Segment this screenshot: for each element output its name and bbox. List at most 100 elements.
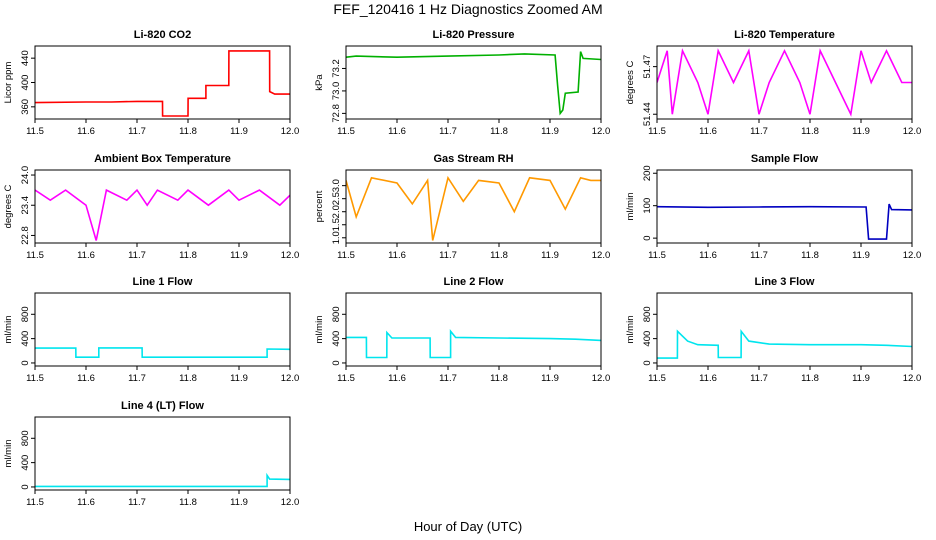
y-tick-label: 800 xyxy=(642,306,653,322)
panel-1: Li-820 CO2 11.5 11.6 11.7 11.8 11.9 12.0 360 400… xyxy=(3,29,299,137)
panel-6: Sample Flow 11.5 11.6 11.7 11.8 11.9 12.0 0 100 2… xyxy=(625,153,921,261)
x-tick-label: 11.9 xyxy=(230,126,248,137)
x-tick-label: 11.8 xyxy=(179,126,197,137)
figure-xlabel: Hour of Day (UTC) xyxy=(414,519,522,534)
y-tick-label: 400 xyxy=(20,455,31,471)
y-tick-label: 22.8 xyxy=(20,226,31,245)
series-line xyxy=(657,48,912,117)
y-tick-label: 3.0 xyxy=(331,179,342,192)
x-tick-label: 11.7 xyxy=(750,126,768,137)
plot-frame xyxy=(656,292,913,367)
x-tick-label: 11.5 xyxy=(26,126,44,137)
plot-frame xyxy=(345,169,602,244)
y-tick-label: 0 xyxy=(20,484,31,489)
y-tick-label: 0 xyxy=(642,235,653,240)
x-tick-label: 11.9 xyxy=(852,373,870,384)
y-axis-label: kPa xyxy=(314,74,325,91)
y-tick-label: 800 xyxy=(331,306,342,322)
y-tick-label: 800 xyxy=(20,306,31,322)
x-tick-label: 11.9 xyxy=(852,250,870,261)
x-tick-label: 11.6 xyxy=(388,250,406,261)
panel-5: Gas Stream RH 11.5 11.6 11.7 11.8 11.9 12.0 1.0… xyxy=(314,153,610,261)
y-tick-label: 51.47 xyxy=(642,55,653,79)
plot-frame xyxy=(656,169,913,244)
y-axis-label: degrees C xyxy=(3,184,14,228)
y-tick-label: 400 xyxy=(20,331,31,347)
x-tick-label: 11.5 xyxy=(337,250,355,261)
y-axis-label: ml/min xyxy=(3,316,14,344)
x-tick-label: 11.5 xyxy=(26,373,44,384)
x-tick-label: 11.8 xyxy=(490,250,508,261)
x-tick-label: 11.9 xyxy=(541,373,559,384)
y-tick-label: 800 xyxy=(20,430,31,446)
x-tick-label: 12.0 xyxy=(903,373,922,384)
x-tick-label: 11.6 xyxy=(77,497,95,508)
x-tick-label: 11.9 xyxy=(852,126,870,137)
y-tick-label: 1.5 xyxy=(331,218,342,231)
x-tick-label: 11.5 xyxy=(648,373,666,384)
plot-frame xyxy=(34,292,291,367)
x-tick-label: 11.6 xyxy=(388,373,406,384)
x-tick-label: 11.5 xyxy=(337,373,355,384)
panel-10: Line 4 (LT) Flow 11.5 11.6 11.7 11.8 11.9 12.0… xyxy=(3,400,299,508)
x-tick-label: 11.5 xyxy=(26,250,44,261)
y-axis-label: Licor ppm xyxy=(3,62,14,104)
x-tick-label: 12.0 xyxy=(281,497,300,508)
x-tick-label: 11.7 xyxy=(750,373,768,384)
y-tick-label: 200 xyxy=(642,165,653,181)
panel-4: Ambient Box Temperature 11.5 11.6 11.7 11.8 1… xyxy=(3,153,299,261)
y-tick-label: 51.44 xyxy=(642,102,653,126)
plot-frame xyxy=(34,169,291,244)
panel-2: Li-820 Pressure 11.5 11.6 11.7 11.8 11.9 12.0 7… xyxy=(314,29,610,137)
x-tick-label: 11.9 xyxy=(541,126,559,137)
y-tick-label: 23.4 xyxy=(20,196,31,215)
y-tick-label: 2.0 xyxy=(331,205,342,218)
y-tick-label: 0 xyxy=(331,360,342,365)
x-tick-label: 11.9 xyxy=(541,250,559,261)
x-tick-label: 12.0 xyxy=(592,126,611,137)
plot-frame xyxy=(34,416,291,491)
y-tick-label: 0 xyxy=(642,360,653,365)
panel-title: Ambient Box Temperature xyxy=(94,153,231,165)
x-tick-label: 11.7 xyxy=(439,250,457,261)
x-tick-label: 11.6 xyxy=(77,373,95,384)
panel-8: Line 2 Flow 11.5 11.6 11.7 11.8 11.9 12.0 0 400 8… xyxy=(314,276,610,384)
panel-title: Line 1 Flow xyxy=(133,276,193,288)
plot-frame xyxy=(345,45,602,120)
x-tick-label: 11.8 xyxy=(179,250,197,261)
y-axis-label: ml/min xyxy=(314,316,325,344)
x-tick-label: 11.6 xyxy=(699,250,717,261)
y-tick-label: 73.0 xyxy=(331,82,342,101)
x-tick-label: 12.0 xyxy=(281,250,300,261)
x-tick-label: 12.0 xyxy=(903,250,922,261)
series-line xyxy=(35,347,290,359)
x-tick-label: 12.0 xyxy=(592,373,611,384)
x-tick-label: 11.7 xyxy=(439,373,457,384)
x-tick-label: 11.6 xyxy=(388,126,406,137)
panel-9: Line 3 Flow 11.5 11.6 11.7 11.8 11.9 12.0 0 400 8… xyxy=(625,276,921,384)
x-tick-label: 11.8 xyxy=(801,250,819,261)
y-tick-label: 72.8 xyxy=(331,104,342,123)
x-tick-label: 11.6 xyxy=(77,126,95,137)
x-tick-label: 11.7 xyxy=(128,373,146,384)
x-tick-label: 11.6 xyxy=(699,126,717,137)
series-line xyxy=(346,175,601,241)
y-tick-label: 2.5 xyxy=(331,192,342,205)
panels: Li-820 CO2 11.5 11.6 11.7 11.8 11.9 12.0 360 400… xyxy=(3,29,921,508)
plot-frame xyxy=(656,45,913,120)
series-line xyxy=(657,328,912,359)
x-tick-label: 11.5 xyxy=(337,126,355,137)
x-tick-label: 11.7 xyxy=(128,497,146,508)
y-tick-label: 24.0 xyxy=(20,166,31,185)
y-tick-label: 400 xyxy=(642,331,653,347)
x-tick-label: 11.9 xyxy=(230,497,248,508)
x-tick-label: 11.8 xyxy=(490,373,508,384)
x-tick-label: 11.7 xyxy=(128,250,146,261)
panel-3: Li-820 Temperature 11.5 11.6 11.7 11.8 11.9 12… xyxy=(625,29,921,137)
plot-frame xyxy=(345,292,602,367)
x-tick-label: 11.5 xyxy=(648,126,666,137)
x-tick-label: 11.8 xyxy=(801,126,819,137)
x-tick-label: 12.0 xyxy=(281,126,300,137)
x-tick-label: 11.5 xyxy=(26,497,44,508)
